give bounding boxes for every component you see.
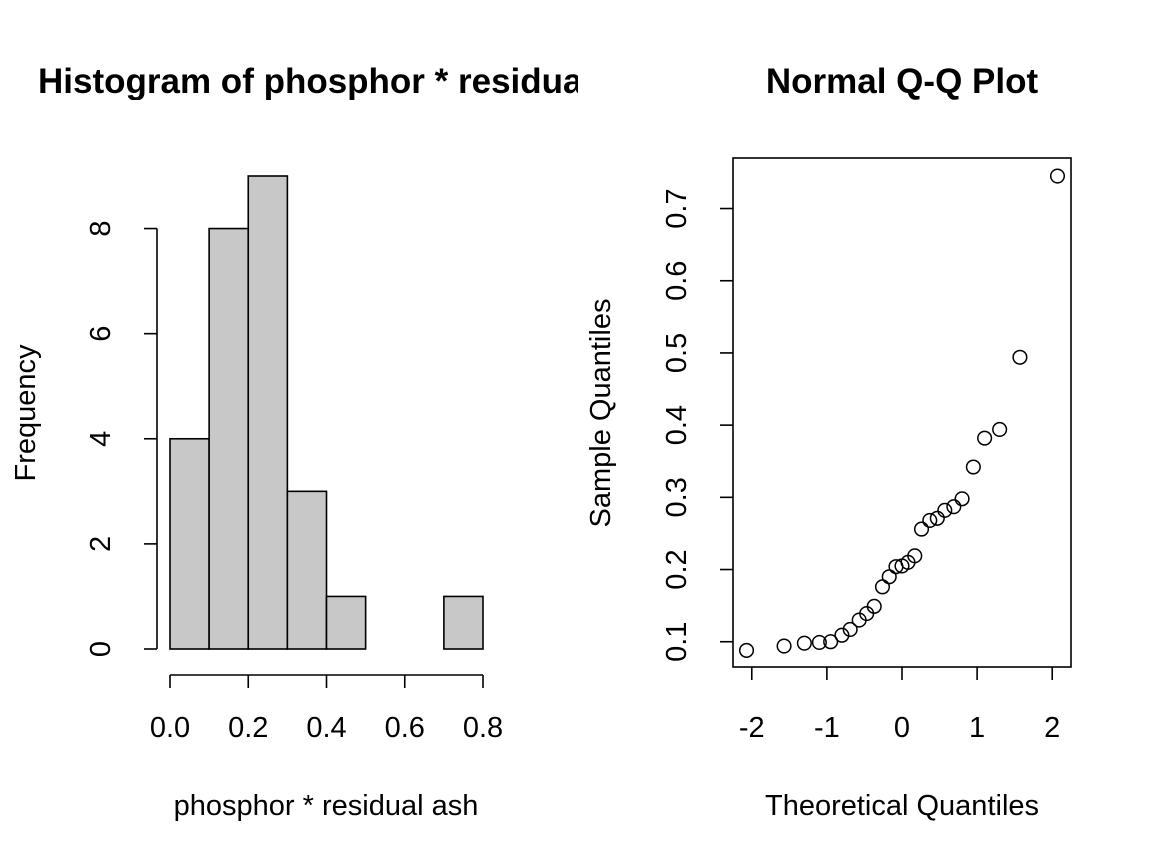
qq-point <box>823 634 839 650</box>
qq-point <box>834 627 850 643</box>
qq-point <box>907 548 923 564</box>
qq-x-tick-label: 2 <box>1044 712 1060 744</box>
qq-x-axis: -2 -1 0 1 2 <box>739 667 1060 744</box>
histogram-bar <box>169 437 210 650</box>
histogram-y-tick-label: 0 <box>85 641 117 657</box>
qq-point <box>929 510 945 526</box>
qq-y-tick-label: 0.2 <box>661 549 693 589</box>
qq-point <box>1012 349 1028 365</box>
histogram-y-axis: 0 2 4 6 8 <box>85 220 158 657</box>
histogram-x-tick-label: 0.6 <box>385 712 425 744</box>
qq-point <box>866 598 882 614</box>
histogram-x-tick-label: 0.2 <box>228 712 268 744</box>
qq-point <box>776 638 792 654</box>
qq-point <box>881 569 897 585</box>
qq-x-tick-label: 0 <box>894 712 910 744</box>
qq-point <box>913 521 930 537</box>
qq-point <box>874 579 891 595</box>
histogram-bars <box>169 175 484 650</box>
histogram-x-tick-label: 0.0 <box>150 712 190 744</box>
qq-x-tick-label: -2 <box>739 712 765 744</box>
histogram-y-tick-label: 2 <box>85 536 117 552</box>
qq-point <box>977 430 993 446</box>
qq-plot-title: Normal Q-Q Plot <box>766 62 1039 101</box>
histogram-y-tick-label: 8 <box>85 220 117 236</box>
qq-y-tick-label: 0.7 <box>661 188 693 228</box>
qq-point <box>811 634 827 651</box>
qq-point <box>954 491 970 507</box>
histogram-y-tick-label: 4 <box>85 431 117 447</box>
qq-y-tick-label: 0.4 <box>661 405 693 445</box>
histogram-x-tick-label: 0.4 <box>306 712 346 744</box>
histogram-x-axis: 0.0 0.2 0.4 0.6 0.8 <box>150 674 503 744</box>
qq-point <box>946 499 962 515</box>
histogram-title: Histogram of phosphor * residual ash <box>38 62 662 101</box>
qq-point <box>965 459 981 475</box>
qq-point <box>1049 168 1066 184</box>
qq-points <box>738 168 1066 658</box>
qq-point <box>842 621 858 638</box>
histogram-bar <box>286 490 328 650</box>
histogram-x-tick-label: 0.8 <box>463 712 503 744</box>
qq-y-tick-label: 0.5 <box>661 333 693 373</box>
histogram-y-tick-label: 6 <box>85 326 117 342</box>
qq-plot-frame <box>732 157 1072 668</box>
qq-x-axis-label: Theoretical Quantiles <box>765 790 1039 822</box>
histogram-bar <box>208 227 250 650</box>
qq-plot-panel: Normal Q-Q Plot Theoretical Quantiles Sa… <box>585 62 1072 822</box>
qq-x-tick-label: 1 <box>969 712 985 744</box>
qq-point <box>738 642 755 658</box>
qq-y-tick-label: 0.3 <box>661 477 693 517</box>
qq-x-tick-label: -1 <box>814 712 840 744</box>
histogram-x-axis-label: phosphor * residual ash <box>174 790 479 822</box>
histogram-bar <box>443 595 484 650</box>
qq-point <box>937 502 953 518</box>
qq-y-tick-label: 0.1 <box>661 622 693 662</box>
histogram-bar <box>247 175 289 650</box>
qq-point <box>922 512 938 528</box>
qq-point <box>796 635 812 651</box>
histogram-bar <box>325 595 367 650</box>
qq-y-tick-label: 0.6 <box>661 261 693 301</box>
qq-y-axis-label: Sample Quantiles <box>585 299 617 528</box>
histogram-y-axis-label: Frequency <box>10 344 42 482</box>
qq-point <box>992 421 1008 438</box>
histogram-panel: Histogram of phosphor * residual ash pho… <box>10 62 662 822</box>
qq-y-axis: 0.1 0.2 0.3 0.4 0.5 0.6 0.7 <box>661 188 733 662</box>
